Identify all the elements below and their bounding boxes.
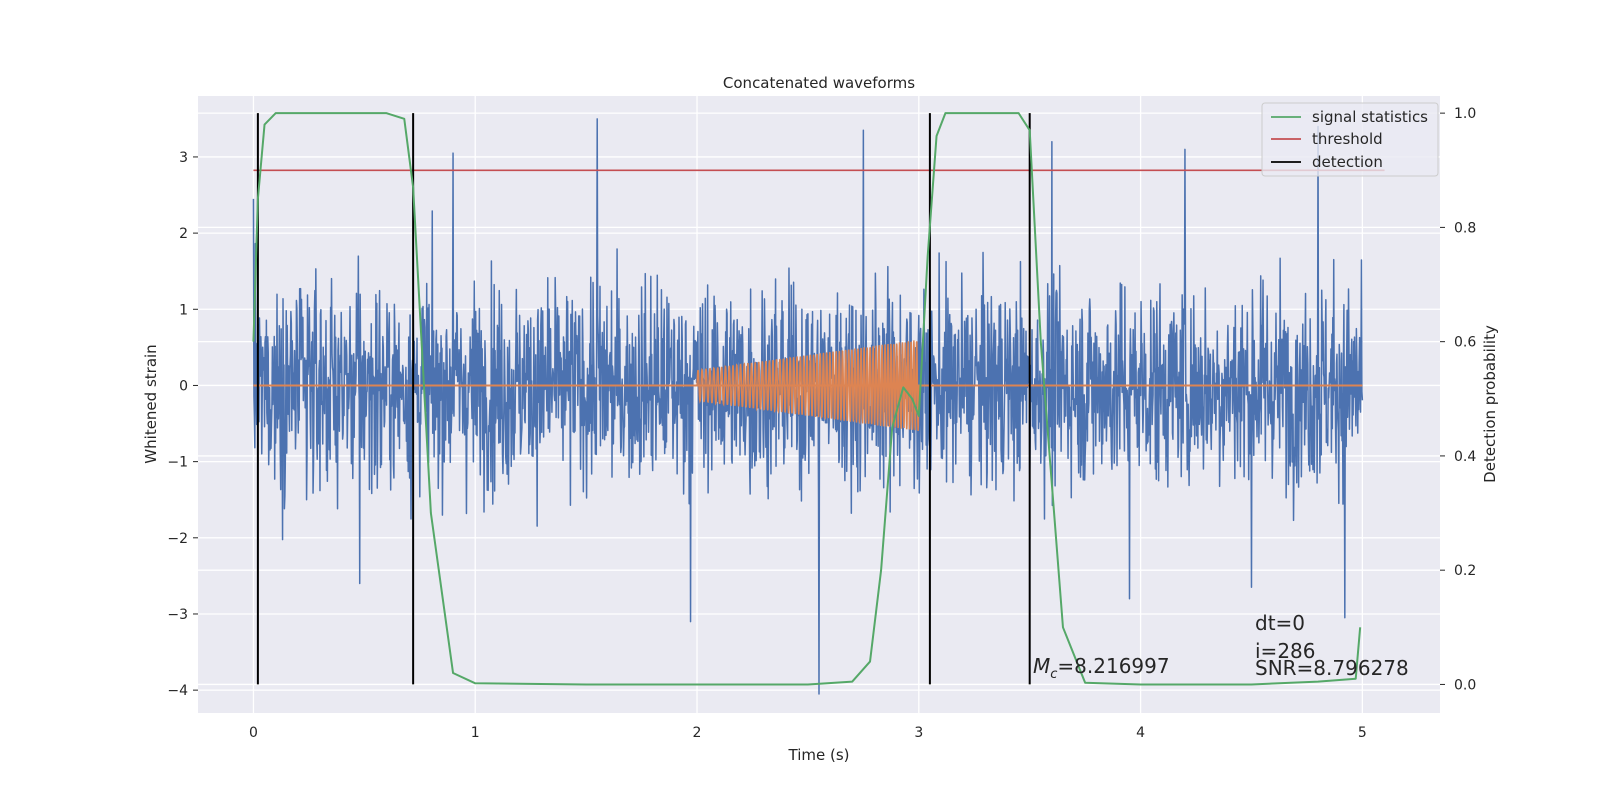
y-tick-label-left: 1 <box>179 302 188 318</box>
legend-threshold-label: threshold <box>1312 130 1383 148</box>
y-tick-label-left: −2 <box>167 531 188 547</box>
chart-title: Concatenated waveforms <box>723 74 915 92</box>
y-tick-label-right: 0.4 <box>1454 449 1476 465</box>
y-tick-label-left: 2 <box>179 226 188 242</box>
legend-detection-label: detection <box>1312 153 1383 171</box>
x-axis-label: Time (s) <box>788 746 850 764</box>
y-tick-label-right: 1.0 <box>1454 106 1476 122</box>
annotations: Mc=8.216997 dt=0 i=286 SNR=8.796278 <box>1033 611 1409 682</box>
axis-ticks: 0 1 2 3 4 5 −4 −3 −2 −1 0 1 2 3 0.0 0.2 0.4 0.6 0.8 1.0 <box>167 106 1476 741</box>
y-tick-label-right: 0.2 <box>1454 563 1476 579</box>
mc-subscript: c <box>1050 667 1057 682</box>
series-signal-statistics <box>252 112 1362 686</box>
x-tick-label: 1 <box>471 725 480 741</box>
x-tick-label: 0 <box>249 725 258 741</box>
y-tick-label-left: 0 <box>179 378 188 394</box>
mc-value: =8.216997 <box>1057 654 1169 678</box>
x-tick-label: 3 <box>914 725 923 741</box>
series-injected-chirp <box>696 340 920 431</box>
mc-symbol: M <box>1033 654 1050 678</box>
y-tick-label-left: −3 <box>167 607 188 623</box>
x-tick-label: 5 <box>1358 725 1367 741</box>
y-tick-label-right: 0.6 <box>1454 335 1476 351</box>
legend: signal statistics threshold detection <box>1261 102 1439 177</box>
i-annotation: i=286 <box>1255 639 1316 663</box>
legend-frame <box>1261 102 1439 177</box>
y-tick-label-left: −4 <box>167 683 188 699</box>
mc-annotation: Mc=8.216997 <box>1033 654 1170 682</box>
y-axis-label-right: Detection probability <box>1481 325 1499 483</box>
y-tick-label-right: 0.8 <box>1454 220 1476 236</box>
dt-annotation: dt=0 <box>1255 611 1305 635</box>
y-tick-label-left: 3 <box>179 150 188 166</box>
x-tick-label: 4 <box>1136 725 1145 741</box>
snr-annotation: SNR=8.796278 <box>1255 656 1409 680</box>
y-tick-label-right: 0.0 <box>1454 677 1476 693</box>
y-axis-label-left: Whitened strain <box>142 344 160 463</box>
y-tick-label-left: −1 <box>167 455 188 471</box>
x-tick-label: 2 <box>693 725 702 741</box>
legend-signal-statistics-label: signal statistics <box>1312 108 1428 126</box>
series-whitened-strain <box>252 118 1364 695</box>
data-layer <box>252 112 1385 695</box>
